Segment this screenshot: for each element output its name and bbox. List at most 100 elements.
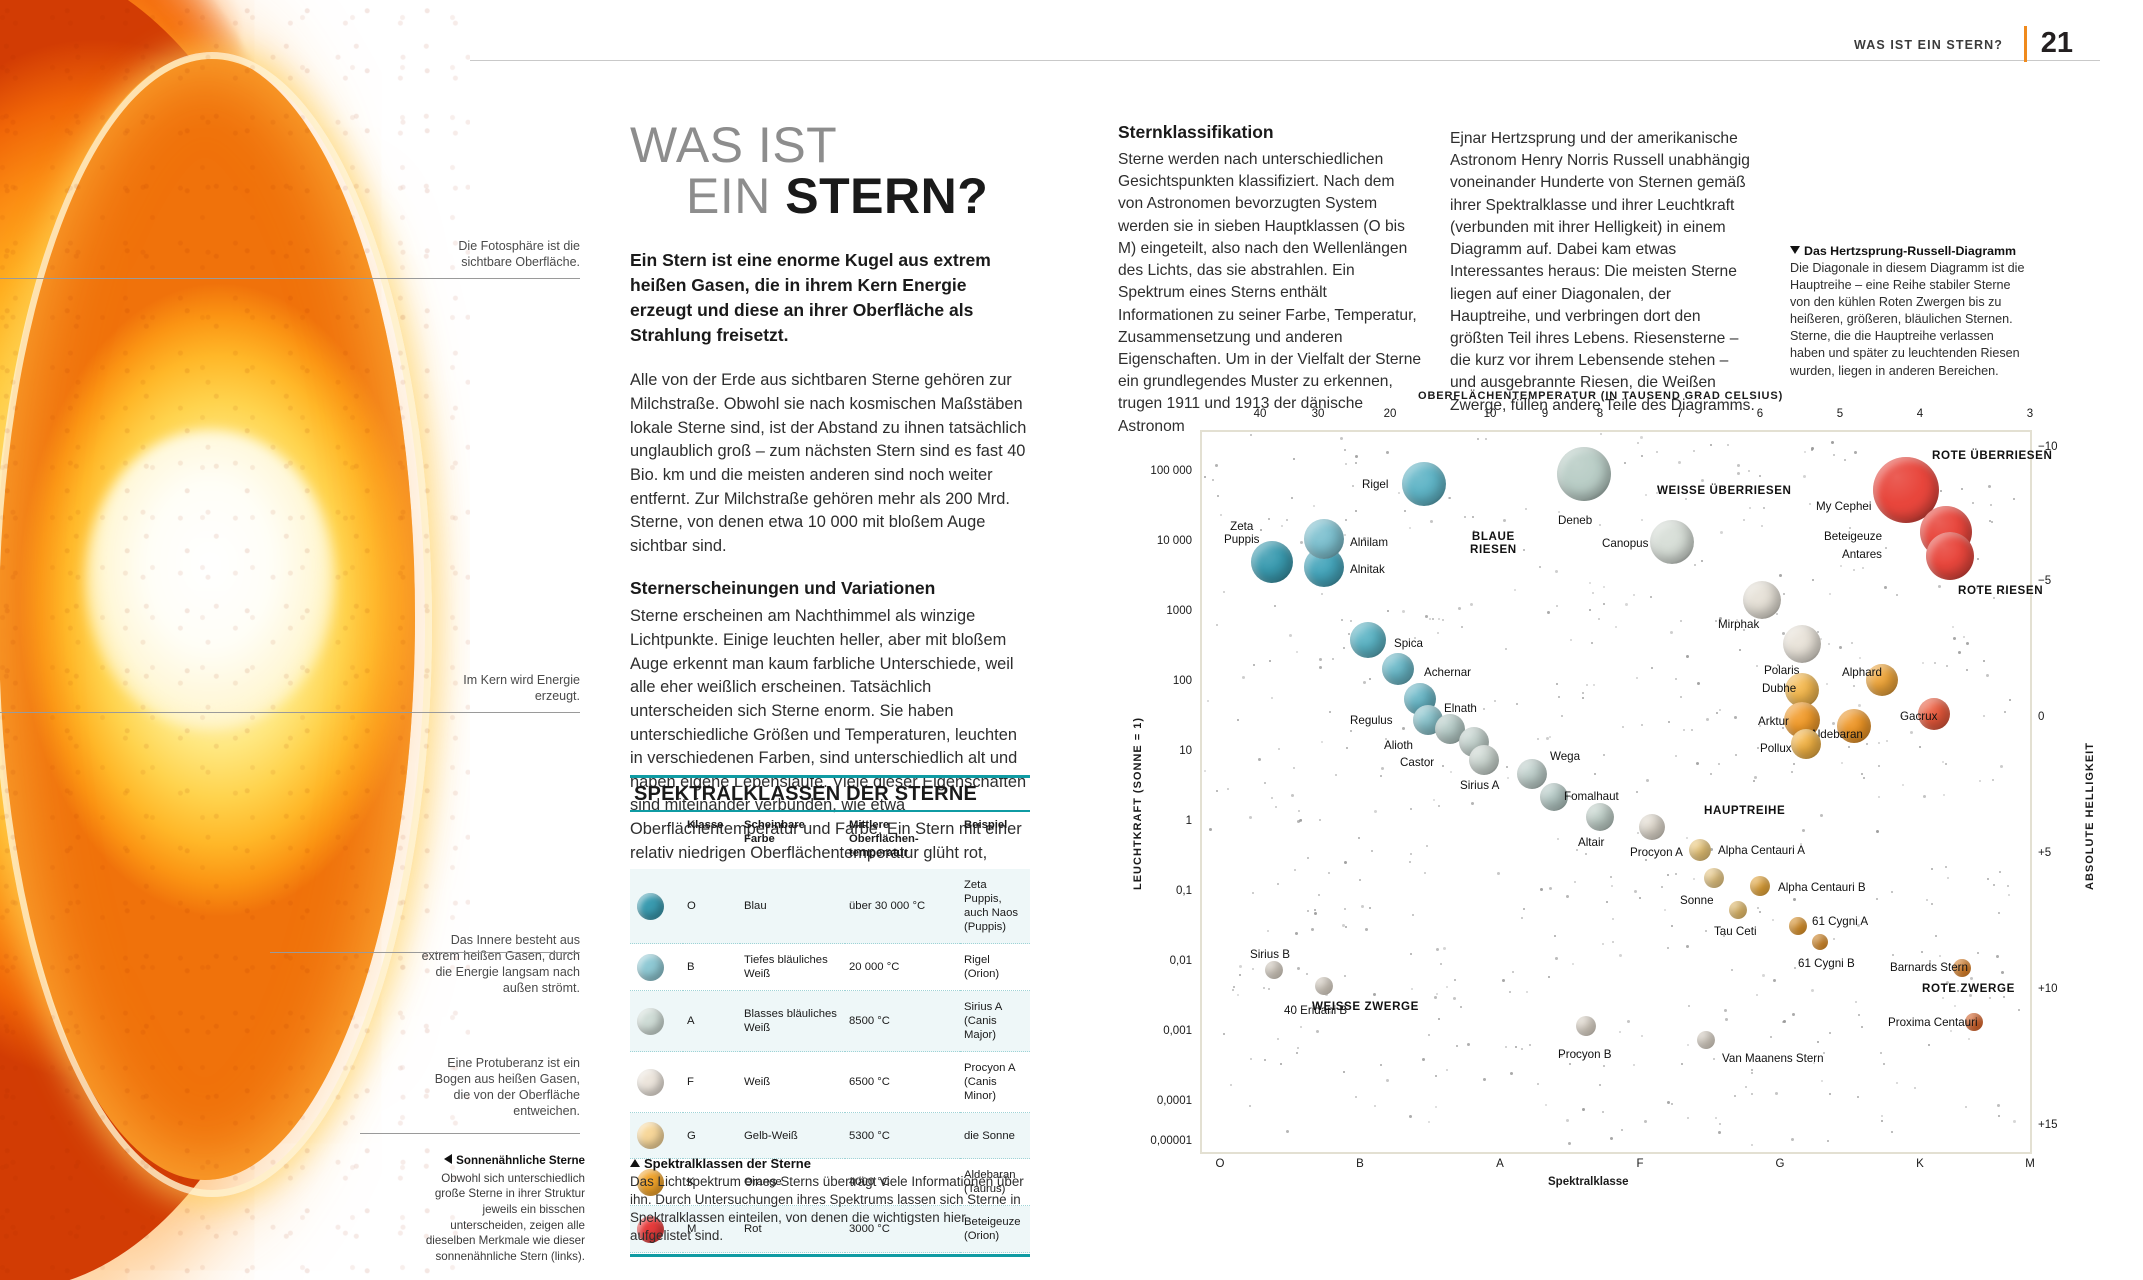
background-star [1857,1013,1860,1016]
cell-temperatur: 6500 °C [849,1076,890,1089]
background-star [1230,1084,1233,1087]
background-star [1600,433,1603,436]
background-star [1781,632,1785,636]
background-star [2013,1119,2016,1123]
background-star [1537,738,1540,741]
background-star [1270,797,1273,800]
background-star [1977,951,1980,954]
background-star [1493,700,1496,702]
star-marker [1785,673,1819,707]
background-star [1258,758,1262,762]
background-star [1320,593,1323,596]
background-star [1820,1079,1823,1082]
star-marker [1576,1016,1596,1036]
background-star [1918,745,1921,748]
background-star [1756,665,1758,668]
background-star [1793,762,1795,765]
background-star [1762,974,1766,977]
background-star [1437,617,1440,620]
star-marker [1743,581,1781,619]
top-tick: 4 [1916,408,1924,420]
background-star [1851,642,1854,645]
background-star [1891,891,1894,894]
background-star [1639,896,1642,899]
background-star [1649,595,1652,598]
background-star [1513,588,1516,591]
background-star [1249,1058,1252,1061]
background-star [1675,678,1678,681]
background-star [1453,979,1456,981]
background-star [1655,492,1658,495]
background-star [1581,692,1584,695]
background-star [1962,635,1965,638]
background-star [1816,1040,1819,1043]
background-star [1589,581,1592,584]
cell-temperatur: 8500 °C [849,1015,890,1028]
background-star [1306,910,1309,912]
background-star [1644,1120,1647,1124]
zone-label: WEISSE ÜBERRIESEN [1657,484,1792,497]
background-star [1748,469,1750,472]
right-tick: −5 [2038,575,2052,587]
triangle-left-icon [444,1154,453,1164]
left-tick: 0,1 [1176,885,1192,897]
page-number: 21 [2040,27,2073,59]
background-star [1259,529,1262,531]
cell-farbe: Gelb-Weiß [744,1129,798,1142]
background-star [1504,648,1507,651]
sun-granulation [0,0,470,1280]
background-star [1270,696,1273,699]
background-star [1950,1029,1953,1032]
star-marker [1837,709,1871,743]
background-star [1774,1092,1778,1096]
background-star [1644,494,1647,496]
cell-temperatur: 5300 °C [849,1129,890,1142]
background-star [1502,518,1506,522]
background-star [1571,963,1574,966]
cell-temperatur: über 30 000 °C [849,900,926,913]
star-marker [1791,729,1821,759]
background-star [1296,651,1299,654]
background-star [1358,837,1360,840]
background-star [1812,579,1815,582]
background-star [1424,615,1428,619]
background-star [1650,666,1653,669]
col-swatch [630,812,683,869]
background-star [1879,1052,1882,1054]
background-star [1946,877,1949,880]
background-star [1626,1020,1630,1024]
background-star [1751,1071,1754,1074]
star-marker [1789,917,1807,935]
background-star [1354,1095,1357,1098]
background-star [1318,894,1321,896]
background-star [1860,1025,1863,1028]
background-star [1641,724,1644,727]
background-star [1945,762,1948,765]
background-star [1991,778,1994,781]
star-label: Procyon A [1630,846,1683,859]
background-star [1999,764,2003,768]
background-star [1878,795,1881,798]
cell-swatch [630,991,683,1052]
cell-swatch [630,869,683,944]
top-tick: 7 [1676,408,1684,420]
background-star [1761,524,1764,527]
background-star [1216,495,1219,498]
background-star [1832,453,1835,456]
art-caption: Sonnenähnliche Sterne Obwohl sich unters… [420,1153,585,1264]
title-line-1: WAS IST [630,117,838,173]
background-star [1611,940,1614,943]
background-star [1352,485,1355,488]
background-star [1354,454,1358,458]
background-star [1273,605,1276,608]
background-star [2017,1009,2020,1012]
background-star [1961,487,1964,490]
star-marker [1866,664,1898,696]
x-axis-label: Spektralklasse [1548,1176,1629,1188]
background-star [1328,711,1331,714]
bottom-tick: G [1775,1158,1785,1170]
background-star [1409,953,1412,956]
background-star [1751,1093,1754,1096]
background-star [1560,715,1563,718]
background-star [1528,1043,1531,1046]
